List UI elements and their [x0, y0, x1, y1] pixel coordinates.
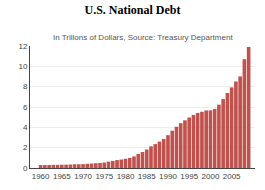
svg-text:1995: 1995: [180, 172, 198, 181]
svg-text:1990: 1990: [159, 172, 177, 181]
svg-text:2005: 2005: [223, 172, 241, 181]
svg-text:4: 4: [23, 123, 28, 132]
svg-text:1980: 1980: [117, 172, 135, 181]
svg-text:1965: 1965: [53, 172, 71, 181]
svg-text:1960: 1960: [32, 172, 50, 181]
svg-text:1975: 1975: [95, 172, 113, 181]
svg-text:6: 6: [23, 103, 28, 112]
svg-text:2: 2: [23, 143, 28, 152]
svg-text:10: 10: [18, 62, 27, 71]
svg-text:2000: 2000: [202, 172, 220, 181]
svg-text:1970: 1970: [74, 172, 92, 181]
svg-text:0: 0: [23, 164, 28, 173]
svg-text:12: 12: [18, 42, 27, 51]
svg-text:In Trillons of Dollars, Source: In Trillons of Dollars, Source: Treasury…: [53, 33, 233, 42]
svg-text:U.S. National Debt: U.S. National Debt: [84, 3, 180, 17]
svg-text:1985: 1985: [138, 172, 156, 181]
svg-text:8: 8: [23, 82, 28, 91]
